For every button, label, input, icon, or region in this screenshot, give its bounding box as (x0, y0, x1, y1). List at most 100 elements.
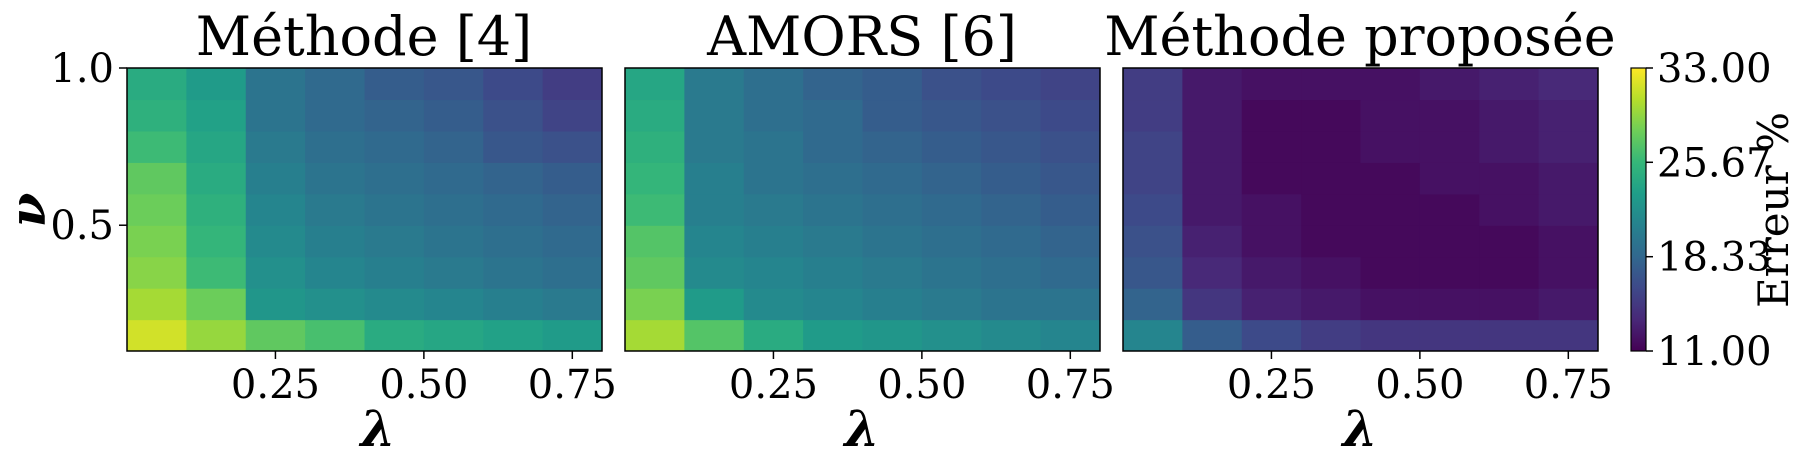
heatmap-cell (1040, 99, 1100, 132)
colorbar-tick-label: 33.00 (1657, 46, 1772, 92)
heatmap-cell (862, 130, 923, 163)
panel-2-frame (624, 67, 1101, 352)
heatmap-cell (542, 99, 602, 132)
heatmap-cell (1123, 162, 1183, 195)
heatmap-cell (1241, 256, 1302, 289)
panel-1-frame (126, 67, 603, 352)
heatmap-cell (245, 319, 306, 351)
heatmap-cell (684, 225, 745, 258)
heatmap-cell (684, 288, 745, 321)
panel-2-title: AMORS [6] (706, 5, 1017, 68)
heatmap-cell (1360, 256, 1421, 289)
heatmap-cell (1360, 225, 1421, 258)
heatmap-cell (862, 162, 923, 195)
heatmap-cell (127, 225, 187, 258)
heatmap-cell (1040, 193, 1100, 226)
heatmap-cell (921, 68, 982, 101)
heatmap-cell (1040, 68, 1100, 101)
heatmap-cell (1123, 68, 1183, 101)
heatmap-cell (981, 99, 1042, 132)
heatmap-cell (1040, 162, 1100, 195)
x-tick-label: 0.25 (231, 362, 320, 408)
heatmap-cell (364, 319, 425, 351)
heatmap-cell (1538, 162, 1598, 195)
heatmap-cell (305, 319, 366, 351)
heatmap-cell (1301, 99, 1362, 132)
heatmap-cell (684, 162, 745, 195)
heatmap-cell (803, 162, 864, 195)
heatmap-cell (981, 319, 1042, 351)
heatmap-cell (542, 319, 602, 351)
heatmap-cell (1182, 193, 1243, 226)
heatmap-cell (803, 288, 864, 321)
heatmap-cell (981, 288, 1042, 321)
heatmap-cell (245, 193, 306, 226)
heatmap-cell (245, 256, 306, 289)
heatmap-cell (1538, 99, 1598, 132)
heatmap-cell (364, 99, 425, 132)
heatmap-cell (1123, 130, 1183, 163)
colorbar: 11.00 18.33 25.67 33.00 Erreur % (1630, 46, 1798, 375)
heatmap-cell (1479, 193, 1540, 226)
heatmap-cell (423, 288, 484, 321)
panel-1-xticks: 0.25 0.50 0.75 (231, 351, 617, 408)
heatmap-cell (862, 68, 923, 101)
heatmap-cell (743, 162, 804, 195)
heatmap-cell (305, 162, 366, 195)
heatmap-cell (1182, 130, 1243, 163)
heatmap-cell (1182, 319, 1243, 351)
heatmap-cell (1419, 256, 1480, 289)
heatmap-cell (1123, 225, 1183, 258)
heatmap-cell (1301, 319, 1362, 351)
heatmap-cell (1040, 256, 1100, 289)
heatmap-cell (803, 256, 864, 289)
x-tick-label: 0.25 (729, 362, 818, 408)
heatmap-cell (684, 130, 745, 163)
heatmap-cell (1241, 68, 1302, 101)
heatmap-cell (1538, 319, 1598, 351)
heatmap-cell (423, 99, 484, 132)
heatmap-cell (743, 193, 804, 226)
heatmap-cell (1241, 162, 1302, 195)
heatmap-cell (684, 193, 745, 226)
heatmap-cell (1360, 162, 1421, 195)
panel-1-xlabel: λ (358, 399, 395, 458)
x-tick-label: 0.50 (379, 362, 468, 408)
heatmap-cell (1538, 130, 1598, 163)
panel-3-xticks: 0.25 0.50 0.75 (1227, 351, 1613, 408)
heatmap-cell (305, 256, 366, 289)
colorbar-label: Erreur % (1749, 112, 1798, 308)
heatmap-cell (684, 319, 745, 351)
heatmap-cell (1479, 319, 1540, 351)
panel-3-frame (1122, 67, 1599, 352)
heatmap-cell (921, 162, 982, 195)
heatmap-cell (921, 225, 982, 258)
x-tick-label: 0.25 (1227, 362, 1316, 408)
heatmap-cell (1360, 288, 1421, 321)
heatmap-cell (423, 193, 484, 226)
heatmap-cell (981, 162, 1042, 195)
heatmap-cell (542, 193, 602, 226)
heatmap-cell (1538, 193, 1598, 226)
heatmap-cell (625, 225, 685, 258)
heatmap-cell (1538, 68, 1598, 101)
heatmap-cell (1301, 162, 1362, 195)
x-tick-label: 0.75 (1026, 362, 1115, 408)
heatmap-cell (1040, 130, 1100, 163)
heatmap-cell (743, 288, 804, 321)
panel-1-ylabel: ν (0, 193, 57, 228)
heatmap-cell (625, 162, 685, 195)
heatmap-cell (803, 68, 864, 101)
heatmap-cell (364, 225, 425, 258)
heatmap-cell (921, 319, 982, 351)
colorbar-ticks: 11.00 18.33 25.67 33.00 (1646, 46, 1772, 375)
heatmap-cell (542, 225, 602, 258)
heatmap-cell (625, 99, 685, 132)
heatmap-cell (862, 193, 923, 226)
heatmap-cell (981, 193, 1042, 226)
heatmap-cell (1419, 99, 1480, 132)
heatmap-cell (921, 130, 982, 163)
heatmap-cell (1040, 288, 1100, 321)
colorbar-gradient (1630, 67, 1647, 352)
